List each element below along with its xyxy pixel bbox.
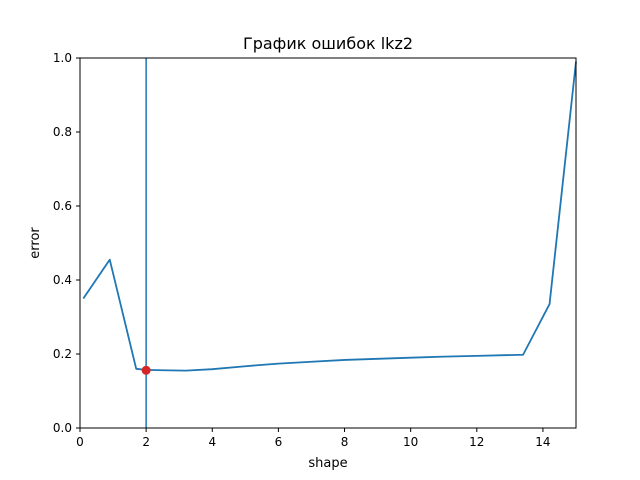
x-tick-label: 4 (208, 435, 216, 449)
plot-frame (79, 57, 577, 429)
x-tick-label: 0 (76, 435, 84, 449)
y-tick-label: 0.2 (53, 347, 72, 361)
x-tick-label: 8 (341, 435, 349, 449)
y-tick-label: 0.8 (53, 125, 72, 139)
x-tick-label: 12 (469, 435, 484, 449)
x-tick-label: 6 (275, 435, 283, 449)
x-tick-label: 14 (535, 435, 550, 449)
x-tick-label: 10 (403, 435, 418, 449)
y-tick-label: 0.0 (53, 421, 72, 435)
error-series-line (82, 61, 577, 372)
y-tick-label: 0.4 (53, 273, 72, 287)
y-axis-label: error (28, 227, 43, 259)
chart-title: График ошибок lkz2 (243, 34, 413, 53)
x-tick-label: 2 (142, 435, 150, 449)
x-axis-label: shape (308, 456, 347, 471)
y-tick-label: 0.6 (53, 199, 72, 213)
minimum-point-marker (141, 365, 151, 375)
y-tick-label: 1.0 (53, 51, 72, 65)
